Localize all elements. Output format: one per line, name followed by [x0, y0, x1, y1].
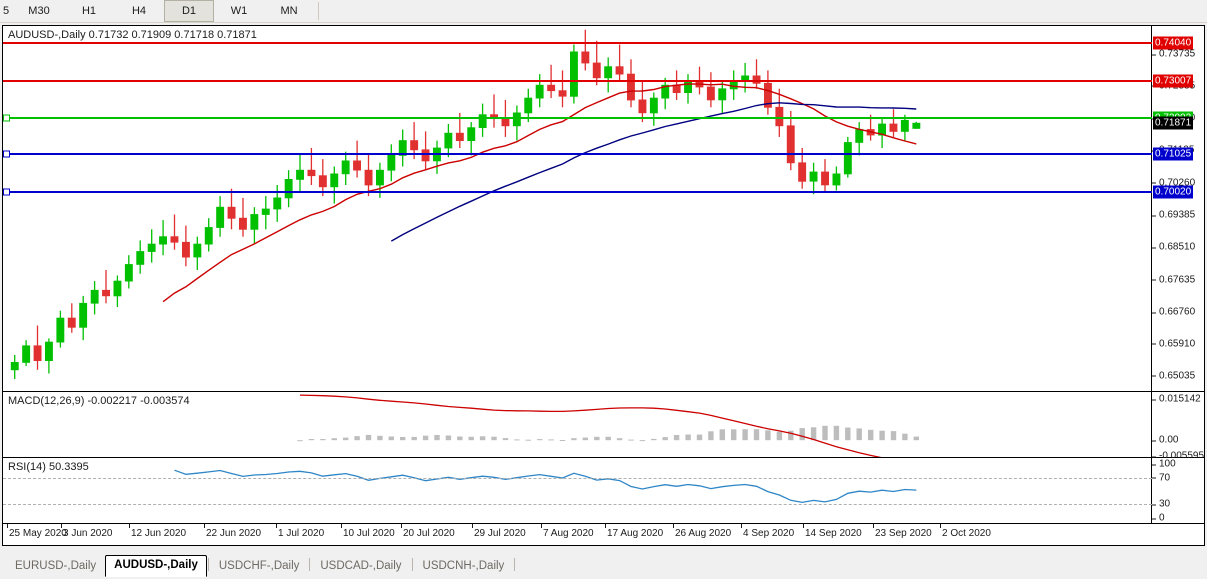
level-handle-pivot[interactable]	[3, 114, 10, 122]
time-axis-label: 7 Aug 2020	[543, 528, 594, 539]
timeframe-button-h4[interactable]: H4	[131, 5, 147, 17]
time-axis-tick	[276, 524, 277, 528]
price-tick: 0.70260	[1152, 177, 1195, 188]
time-axis-label: 22 Jun 2020	[206, 528, 262, 539]
price-tick: 0.65910	[1152, 338, 1195, 349]
rsi-plot[interactable]	[3, 458, 1152, 523]
time-axis-tick	[741, 524, 742, 528]
rsi-tick: 30	[1152, 499, 1170, 510]
rsi-label: RSI(14) 50.3395	[8, 461, 89, 473]
level-line-resistance-1[interactable]	[3, 42, 1152, 44]
chart-area: AUDUSD-,Daily 0.71732 0.71909 0.71718 0.…	[2, 25, 1205, 546]
timeframe-button-d1[interactable]: D1	[164, 0, 214, 22]
symbol-tab-eurusd[interactable]: EURUSD-,Daily	[15, 560, 97, 572]
level-handle-support-1[interactable]	[3, 150, 10, 158]
rsi-guide-70	[3, 477, 1152, 479]
level-line-support-2[interactable]	[3, 190, 1152, 193]
symbol-tab-usdchf[interactable]: USDCHF-,Daily	[218, 560, 300, 572]
time-axis[interactable]: 25 May 2020 3 Jun 2020 12 Jun 2020 22 Jun 2…	[3, 524, 1204, 545]
tab-separator	[514, 558, 516, 571]
time-axis-label: 29 Jul 2020	[474, 528, 526, 539]
time-axis-tick	[129, 524, 130, 528]
time-axis-label: 17 Aug 2020	[607, 528, 664, 539]
time-axis-label: 12 Jun 2020	[131, 528, 187, 539]
macd-tick: -0.005595	[1152, 451, 1204, 462]
time-axis-label: 3 Jun 2020	[63, 528, 113, 539]
time-axis-tick	[803, 524, 804, 528]
current-price-label: 0.71871	[1153, 116, 1194, 130]
price-tick: 0.67635	[1152, 274, 1195, 285]
price-scale[interactable]: 0.737350.728850.720100.711350.702600.693…	[1151, 26, 1204, 391]
level-price-label-support-1[interactable]: 0.71025	[1153, 147, 1194, 161]
price-tick: 0.65035	[1152, 370, 1195, 381]
symbol-tab-list: EURUSD-,Daily AUDUSD-,Daily USDCHF-,Daily U…	[6, 553, 516, 577]
symbol-tab-usdcnh[interactable]: USDCNH-,Daily	[422, 560, 505, 572]
level-line-pivot[interactable]	[3, 117, 1152, 120]
level-price-label-resistance-2[interactable]: 0.73007	[1153, 74, 1194, 88]
symbol-ohlc-label: AUDUSD-,Daily 0.71732 0.71909 0.71718 0.…	[8, 29, 257, 41]
rsi-guide-30	[3, 504, 1152, 506]
price-tick: 0.66760	[1152, 307, 1195, 318]
time-axis-tick	[7, 524, 8, 528]
macd-label: MACD(12,26,9) -0.002217 -0.003574	[8, 395, 190, 407]
timeframe-button-h1[interactable]: H1	[81, 5, 97, 17]
price-plot[interactable]	[3, 26, 1152, 391]
level-price-label-support-2[interactable]: 0.70020	[1153, 185, 1194, 199]
time-axis-tick	[61, 524, 62, 528]
time-axis-label: 2 Oct 2020	[942, 528, 991, 539]
time-axis-tick	[204, 524, 205, 528]
macd-pane[interactable]: MACD(12,26,9) -0.002217 -0.003574 0.0151…	[3, 392, 1204, 462]
time-axis-label: 25 May 2020	[9, 528, 67, 539]
time-axis-label: 23 Sep 2020	[875, 528, 932, 539]
time-axis-tick	[605, 524, 606, 528]
price-tick: 0.69385	[1152, 210, 1195, 221]
time-axis-tick	[873, 524, 874, 528]
time-axis-label: 10 Jul 2020	[343, 528, 395, 539]
rsi-tick: 100	[1152, 459, 1176, 470]
symbol-tab-usdcad[interactable]: USDCAD-,Daily	[320, 560, 402, 572]
price-tick: 0.68510	[1152, 242, 1195, 253]
rsi-pane[interactable]: RSI(14) 50.3395 100 70 30 0	[3, 458, 1204, 524]
time-axis-tick	[341, 524, 342, 528]
time-axis-label: 4 Sep 2020	[743, 528, 795, 539]
time-axis-label: 26 Aug 2020	[675, 528, 732, 539]
price-tick: 0.73735	[1152, 49, 1195, 60]
level-handle-support-2[interactable]	[3, 188, 10, 196]
macd-scale[interactable]: 0.015142 0.00 -0.005595	[1151, 392, 1204, 462]
time-axis-label: 20 Jul 2020	[403, 528, 455, 539]
time-axis-tick	[541, 524, 542, 528]
rsi-tick: 0	[1152, 513, 1165, 524]
tab-separator	[411, 558, 413, 571]
rsi-tick: 70	[1152, 472, 1170, 483]
timeframe-button-group: 5 M30 H1 H4 D1 W1 MN	[0, 0, 323, 22]
timeframe-toolbar: 5 M30 H1 H4 D1 W1 MN	[0, 0, 1207, 23]
time-axis-label: 14 Sep 2020	[805, 528, 862, 539]
price-pane[interactable]: AUDUSD-,Daily 0.71732 0.71909 0.71718 0.…	[3, 26, 1204, 392]
time-axis-tick	[401, 524, 402, 528]
macd-plot[interactable]	[3, 392, 1152, 457]
time-axis-tick	[673, 524, 674, 528]
symbol-tabbar: EURUSD-,Daily AUDUSD-,Daily USDCHF-,Daily U…	[0, 549, 1207, 579]
level-line-resistance-2[interactable]	[3, 80, 1152, 83]
time-axis-tick	[940, 524, 941, 528]
macd-tick: 0.00	[1152, 435, 1178, 446]
timeframe-button-mn[interactable]: MN	[280, 5, 298, 17]
symbol-tab-audusd[interactable]: AUDUSD-,Daily	[105, 555, 207, 577]
timeframe-button-m30[interactable]: M30	[28, 5, 50, 17]
toolbar-separator	[318, 2, 319, 20]
tab-separator	[207, 558, 209, 571]
timeframe-button-5[interactable]: 5	[2, 5, 10, 17]
tab-separator	[309, 558, 311, 571]
time-axis-tick	[472, 524, 473, 528]
level-price-label-resistance-1[interactable]: 0.74040	[1153, 36, 1194, 50]
level-line-support-1[interactable]	[3, 153, 1152, 156]
macd-tick: 0.015142	[1152, 394, 1201, 405]
time-axis-label: 1 Jul 2020	[278, 528, 325, 539]
timeframe-button-w1[interactable]: W1	[230, 5, 248, 17]
rsi-scale[interactable]: 100 70 30 0	[1151, 458, 1204, 524]
